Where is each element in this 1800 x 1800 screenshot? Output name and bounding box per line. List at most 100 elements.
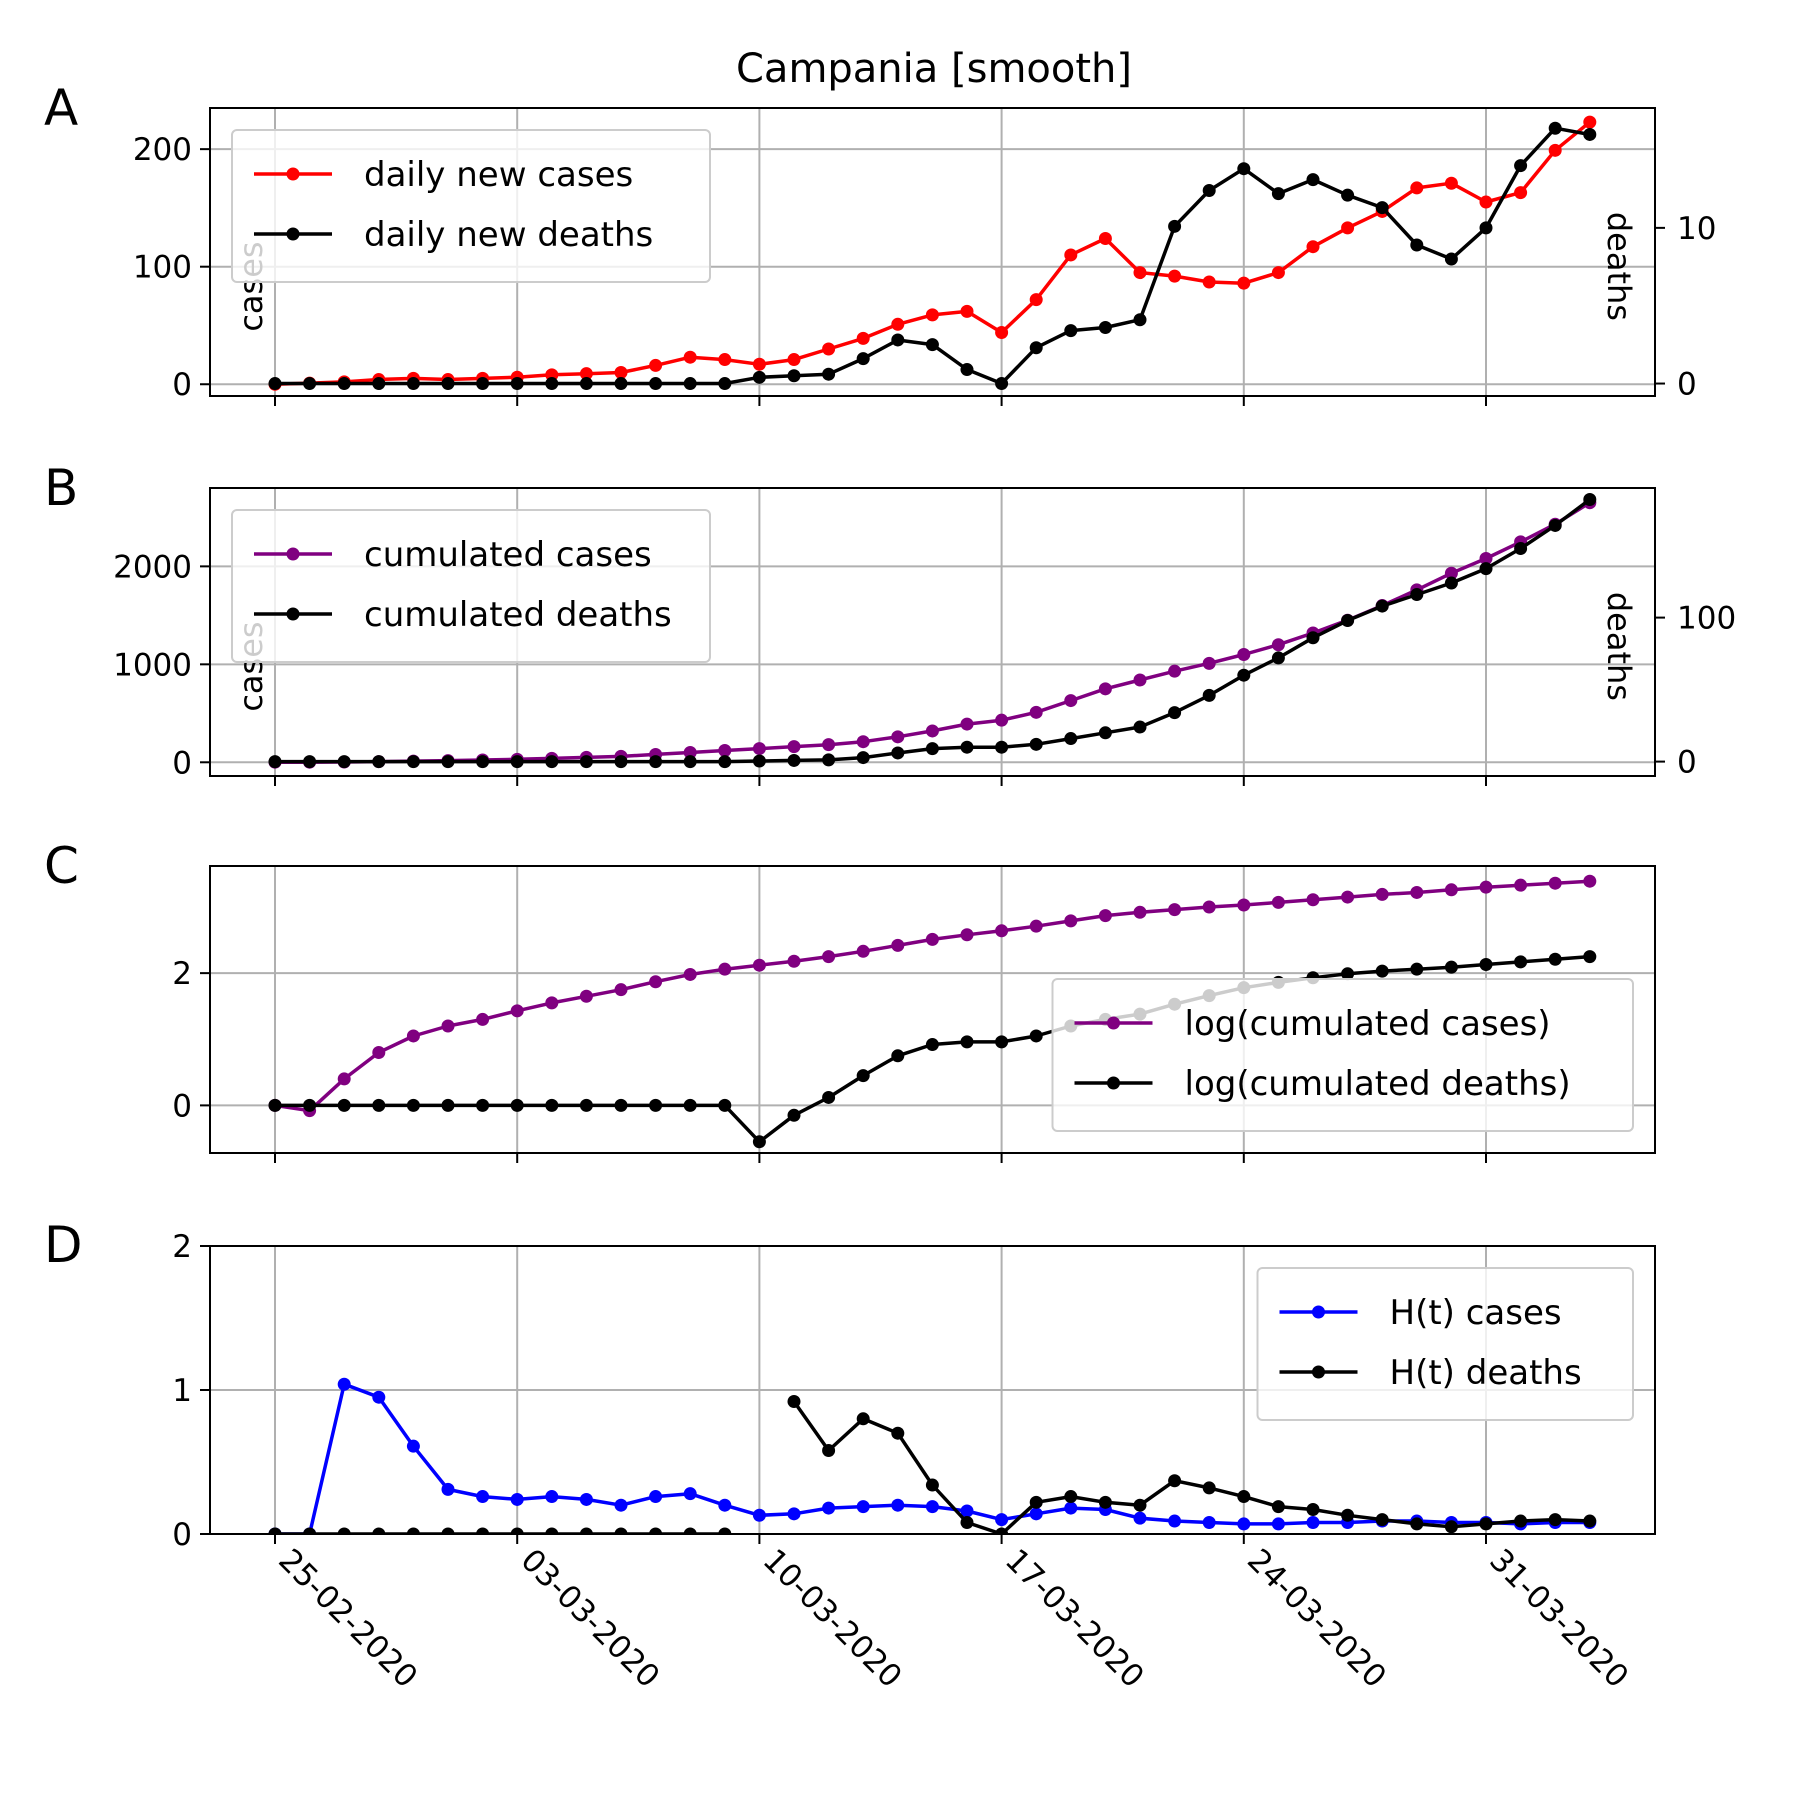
data-point: [1341, 221, 1355, 235]
data-point: [303, 1527, 317, 1534]
data-point: [822, 1443, 836, 1457]
data-point: [787, 740, 801, 754]
data-point: [303, 377, 317, 391]
data-point: [441, 755, 455, 769]
data-point: [925, 742, 939, 756]
data-point: [1548, 518, 1562, 532]
data-point: [683, 1487, 697, 1501]
y-tick-label: 0: [172, 1088, 192, 1124]
axes-frame: [209, 865, 1656, 1154]
data-point: [1202, 656, 1216, 670]
data-point: [1064, 324, 1078, 338]
data-point: [303, 1098, 317, 1112]
data-point: [545, 1098, 559, 1112]
data-point: [1168, 664, 1182, 678]
data-point: [925, 932, 939, 946]
data-point: [856, 331, 870, 345]
data-point: [1202, 900, 1216, 914]
data-point: [337, 755, 351, 769]
data-point: [960, 1504, 974, 1518]
data-point: [614, 377, 628, 391]
data-point: [441, 1482, 455, 1496]
data-point: [995, 1527, 1009, 1534]
data-point: [1583, 874, 1597, 888]
data-point: [891, 333, 905, 347]
data-point: [1306, 893, 1320, 907]
data-point: [510, 1004, 524, 1018]
data-point: [752, 1508, 766, 1522]
y-tick-label: 100: [133, 250, 192, 286]
data-point: [1410, 885, 1424, 899]
y-right-tick-label: 0: [1677, 367, 1697, 403]
x-tick-label: 10-03-2020: [756, 1542, 909, 1695]
data-point: [545, 996, 559, 1010]
data-point: [1133, 905, 1147, 919]
series-line: [275, 1400, 1590, 1534]
y-right-tick-label: 100: [1677, 601, 1736, 637]
data-point: [579, 367, 593, 381]
data-point: [614, 365, 628, 379]
data-point: [649, 358, 663, 372]
data-point: [1237, 668, 1251, 682]
data-point: [1375, 887, 1389, 901]
data-point: [1583, 950, 1597, 964]
legend-entry: log(cumulated cases): [1185, 1004, 1551, 1044]
data-point: [1444, 576, 1458, 590]
data-point: [1168, 706, 1182, 720]
data-point: [372, 1527, 386, 1534]
data-point: [856, 352, 870, 366]
data-point: [925, 1038, 939, 1052]
data-point: [268, 377, 282, 391]
y-tick-label: 2: [172, 1229, 192, 1265]
data-point: [1064, 1490, 1078, 1504]
data-point: [1271, 1517, 1285, 1531]
data-point: [683, 745, 697, 759]
legend-box: [231, 509, 711, 663]
data-point: [683, 755, 697, 769]
data-point: [476, 1527, 490, 1534]
data-point: [960, 363, 974, 377]
data-point: [960, 1035, 974, 1049]
data-point: [891, 746, 905, 760]
data-point: [1168, 269, 1182, 283]
data-point: [1444, 883, 1458, 897]
data-point: [1341, 613, 1355, 627]
data-point: [1514, 1514, 1528, 1528]
data-point: [649, 1527, 663, 1534]
data-point: [1479, 552, 1493, 566]
data-point: [787, 369, 801, 383]
data-point: [787, 1507, 801, 1521]
data-point: [1133, 720, 1147, 734]
data-point: [441, 1098, 455, 1112]
data-point: [441, 1527, 455, 1534]
data-point: [1098, 726, 1112, 740]
data-point: [545, 377, 559, 391]
legend-box: [1051, 978, 1634, 1132]
data-point: [752, 357, 766, 371]
data-point: [856, 735, 870, 749]
data-point: [925, 1500, 939, 1514]
data-point: [718, 962, 732, 976]
y-tick-label: 0: [172, 367, 192, 403]
y-tick-label: 1000: [113, 647, 192, 683]
data-point: [787, 353, 801, 367]
data-point: [337, 1072, 351, 1086]
data-point: [1375, 1513, 1389, 1527]
data-point: [1514, 186, 1528, 200]
data-point: [1548, 876, 1562, 890]
data-point: [372, 377, 386, 391]
data-point: [1514, 955, 1528, 969]
data-point: [441, 1019, 455, 1033]
data-point: [752, 742, 766, 756]
data-point: [1271, 638, 1285, 652]
data-point: [822, 950, 836, 964]
data-point: [1098, 1495, 1112, 1509]
y-axis-title-right: deaths: [1600, 592, 1638, 701]
data-point: [995, 740, 1009, 754]
y-right-tick-label: 0: [1677, 745, 1697, 781]
data-point: [268, 755, 282, 769]
data-point: [1237, 898, 1251, 912]
data-point: [822, 367, 836, 381]
data-point: [718, 755, 732, 769]
